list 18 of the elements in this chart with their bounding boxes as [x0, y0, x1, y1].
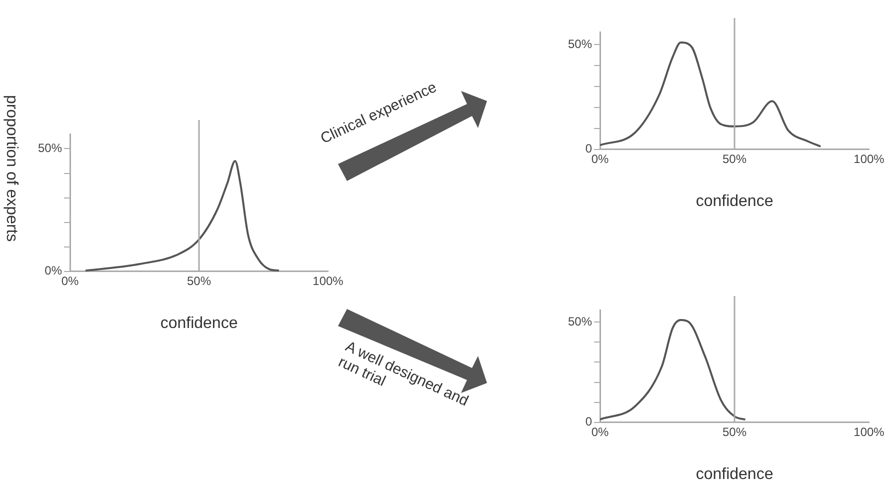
y-tick-label: 0 [585, 142, 592, 156]
x-axis-title: confidence [696, 466, 774, 483]
x-tick-label: 50% [722, 152, 747, 166]
x-tick-label: 100% [312, 274, 344, 288]
line-series [600, 319, 746, 421]
x-axis-title: confidence [160, 314, 238, 332]
y-axis-title: proportion of experts [2, 95, 20, 242]
x-tick-label: 100% [854, 152, 885, 166]
y-tick-label: 50% [568, 36, 592, 51]
x-axis-title: confidence [696, 192, 774, 210]
line-series [84, 160, 280, 272]
y-tick-label: 0 [585, 414, 592, 429]
x-tick-label: 0% [61, 274, 80, 288]
line-series [600, 41, 822, 148]
x-tick-label: 50% [186, 274, 212, 288]
x-tick-label: 50% [722, 424, 747, 439]
x-tick-label: 100% [854, 424, 885, 439]
y-tick-label: 50% [568, 314, 592, 328]
